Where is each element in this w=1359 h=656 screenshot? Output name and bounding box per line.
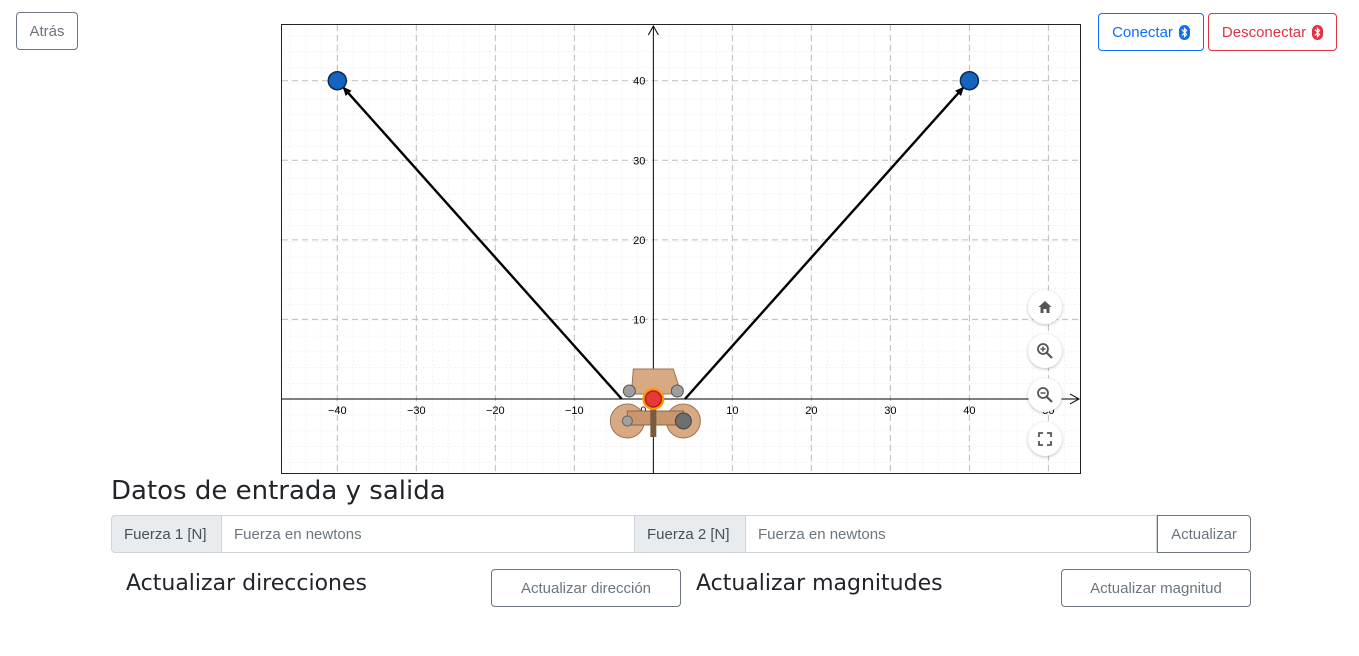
disconnect-label: Desconectar — [1221, 23, 1307, 41]
y-tick-label: 40 — [633, 76, 645, 88]
connect-label: Conectar — [1112, 23, 1173, 41]
magnitudes-title: Actualizar magnitudes — [696, 571, 943, 596]
y-tick-label: 10 — [633, 314, 645, 326]
force-vector — [342, 86, 623, 400]
home-button[interactable] — [1028, 290, 1062, 324]
connect-button[interactable]: Conectar — [1098, 13, 1204, 51]
vector-endpoint-handle[interactable] — [327, 70, 348, 91]
force2-group: Fuerza 2 [N] — [635, 515, 1157, 553]
disconnect-button[interactable]: Desconectar — [1208, 13, 1337, 51]
back-button[interactable]: Atrás — [16, 12, 78, 50]
force-vector — [684, 86, 965, 400]
major-grid — [282, 25, 1080, 473]
robot-hub — [674, 412, 692, 430]
x-tick-label: −20 — [486, 405, 505, 417]
x-tick-label: −40 — [328, 405, 347, 417]
bluetooth-icon — [1312, 24, 1324, 40]
directions-title: Actualizar direcciones — [126, 571, 367, 596]
fullscreen-button[interactable] — [1028, 422, 1062, 456]
home-icon — [1038, 301, 1052, 313]
robot-body — [630, 368, 683, 395]
x-tick-label: 40 — [963, 405, 975, 417]
bluetooth-icon — [1178, 24, 1190, 40]
robot-hub — [621, 415, 633, 427]
force1-input[interactable] — [222, 515, 635, 553]
force1-label: Fuerza 1 [N] — [111, 515, 222, 553]
x-tick-label: −10 — [565, 405, 584, 417]
y-tick-labels: 10 20 30 40 — [633, 76, 645, 327]
minor-grid — [282, 25, 1080, 473]
force-vectors — [342, 86, 965, 400]
zoom-out-button[interactable] — [1028, 378, 1062, 412]
force1-group: Fuerza 1 [N] — [111, 515, 635, 553]
update-magnitude-button[interactable]: Actualizar magnitud — [1061, 569, 1251, 607]
y-tick-label: 30 — [633, 155, 645, 167]
zoom-in-icon — [1037, 343, 1053, 359]
robot-caster — [622, 384, 636, 398]
y-tick-label: 20 — [633, 235, 645, 247]
fullscreen-icon — [1038, 432, 1052, 446]
io-title: Datos de entrada y salida — [111, 476, 446, 506]
robot-image — [609, 368, 701, 439]
x-tick-label: 30 — [884, 405, 896, 417]
x-tick-label: −30 — [407, 405, 426, 417]
vector-endpoint-handle[interactable] — [959, 70, 980, 91]
x-tick-label: 10 — [726, 405, 738, 417]
update-direction-button[interactable]: Actualizar dirección — [491, 569, 681, 607]
x-tick-label: 20 — [805, 405, 817, 417]
zoom-in-button[interactable] — [1028, 334, 1062, 368]
force2-label: Fuerza 2 [N] — [635, 515, 746, 553]
update-forces-button[interactable]: Actualizar — [1157, 515, 1251, 553]
zoom-out-icon — [1037, 387, 1053, 403]
robot-caster — [670, 384, 684, 398]
robot-spine — [650, 404, 657, 437]
origin-point[interactable] — [644, 390, 663, 408]
force2-input[interactable] — [746, 515, 1157, 553]
vector-endpoints[interactable] — [327, 70, 980, 410]
